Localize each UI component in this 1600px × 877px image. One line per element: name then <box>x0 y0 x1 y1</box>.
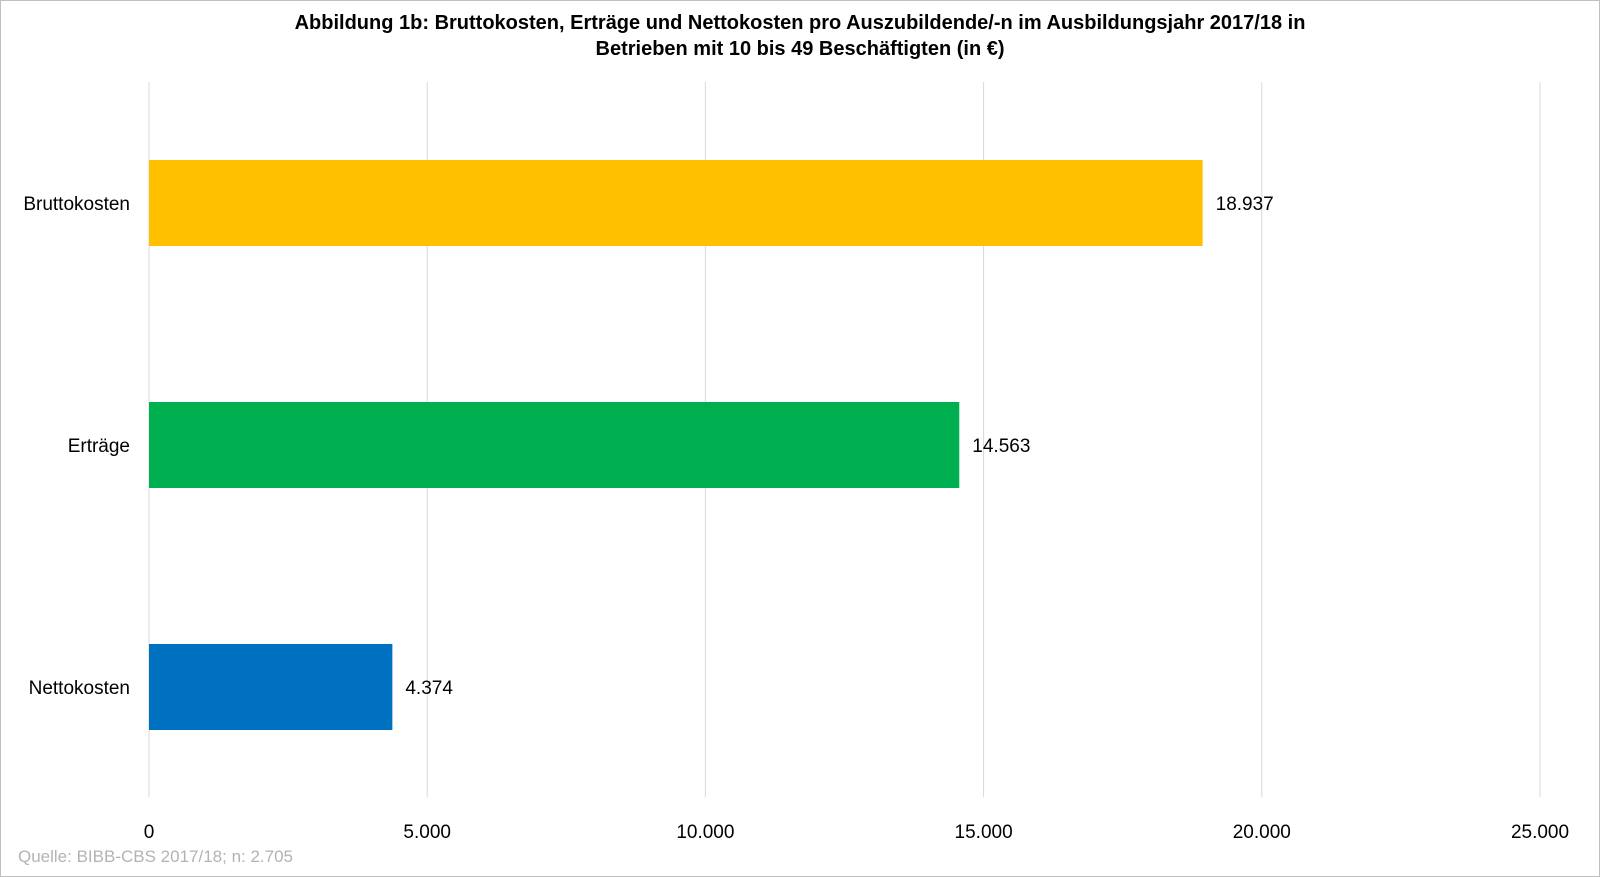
category-label: Bruttokosten <box>23 194 130 215</box>
category-label: Nettokosten <box>29 678 130 699</box>
x-tick-label: 25.000 <box>1511 822 1569 843</box>
bar <box>149 644 393 730</box>
x-tick-label: 0 <box>144 822 155 843</box>
bar <box>149 160 1203 246</box>
value-label: 4.374 <box>405 678 453 699</box>
category-label: Erträge <box>68 436 130 457</box>
chart-title-line-1: Abbildung 1b: Bruttokosten, Erträge und … <box>294 12 1306 34</box>
x-tick-label: 20.000 <box>1233 822 1291 843</box>
x-tick-label: 15.000 <box>955 822 1013 843</box>
chart-title: Abbildung 1b: Bruttokosten, Erträge und … <box>0 10 1600 62</box>
x-tick-label: 5.000 <box>403 822 451 843</box>
x-tick-label: 10.000 <box>676 822 734 843</box>
value-label: 14.563 <box>972 436 1030 457</box>
chart-title-line-2: Betrieben mit 10 bis 49 Beschäftigten (i… <box>595 38 1005 60</box>
bar <box>149 402 960 488</box>
source-note: Quelle: BIBB-CBS 2017/18; n: 2.705 <box>18 847 294 866</box>
value-label: 18.937 <box>1216 194 1274 215</box>
